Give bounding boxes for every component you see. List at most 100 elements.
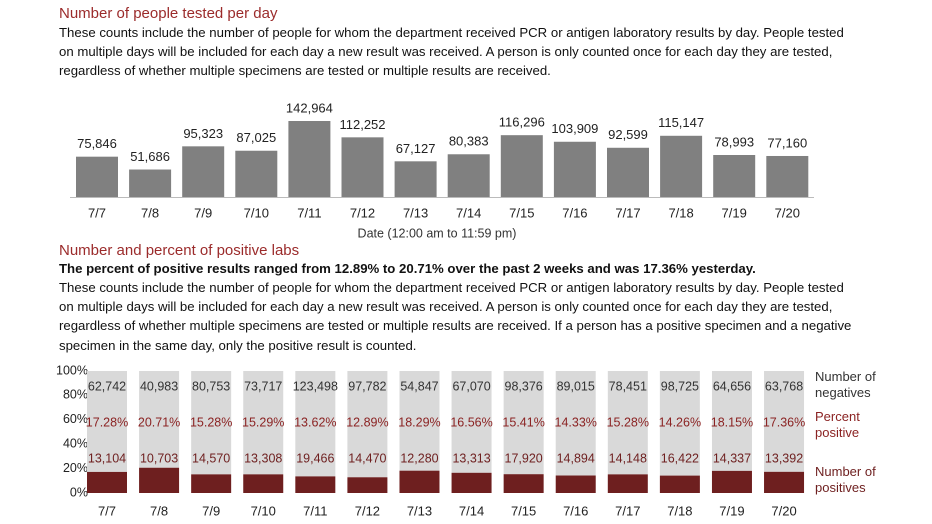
- x-tick-label: 7/10: [251, 503, 276, 518]
- data-label: 15.29%: [242, 415, 284, 429]
- bar-segment: [503, 474, 544, 493]
- bar-segment: [139, 371, 180, 468]
- data-label: 15.28%: [190, 415, 232, 429]
- bar-segment: [764, 471, 805, 493]
- data-label: 112,252: [339, 117, 385, 132]
- y-tick-label: 40%: [63, 436, 88, 450]
- data-label: 116,296: [499, 115, 545, 130]
- data-label: 16.56%: [450, 415, 492, 429]
- bar-segment: [347, 477, 388, 493]
- chart-title: Number and percent of positive labs: [59, 242, 300, 259]
- data-label: 14,894: [557, 451, 595, 465]
- data-label: 78,993: [714, 134, 754, 149]
- data-label: 14,470: [348, 451, 386, 465]
- x-tick-label: 7/16: [563, 503, 588, 518]
- data-label: 63,768: [765, 379, 803, 393]
- data-label: 16,422: [661, 451, 699, 465]
- bar-segment: [659, 475, 700, 493]
- bar-segment: [711, 371, 752, 471]
- data-label: 87,025: [236, 130, 276, 145]
- data-label: 89,015: [557, 379, 595, 393]
- y-tick-label: 100%: [56, 363, 88, 377]
- x-tick-label: 7/7: [88, 205, 106, 220]
- data-label: 123,498: [293, 379, 338, 393]
- x-tick-label: 7/13: [407, 503, 432, 518]
- bar-segment: [399, 371, 440, 471]
- data-label: 13,308: [244, 451, 282, 465]
- bar-segment: [191, 371, 232, 475]
- data-label: 13.62%: [294, 415, 336, 429]
- bar-segment: [764, 371, 805, 472]
- data-label: 54,847: [400, 379, 438, 393]
- legend-label: Number of negatives: [815, 369, 876, 400]
- bar-segment: [607, 371, 648, 475]
- x-tick-label: 7/12: [355, 503, 380, 518]
- legend-label: Percent positive: [815, 409, 860, 440]
- data-label: 18.29%: [398, 415, 440, 429]
- data-label: 95,323: [183, 126, 223, 141]
- data-label: 97,782: [348, 379, 386, 393]
- x-tick-label: 7/7: [98, 503, 116, 518]
- bar: [394, 161, 437, 197]
- data-label: 18.15%: [711, 415, 753, 429]
- bar-segment: [503, 371, 544, 475]
- data-label: 14.33%: [555, 415, 597, 429]
- data-label: 51,686: [130, 149, 170, 164]
- legend-label: Number of positives: [815, 464, 876, 495]
- x-tick-label: 7/20: [775, 205, 800, 220]
- bar-segment: [399, 470, 440, 493]
- x-axis-title: Date (12:00 am to 11:59 pm): [358, 226, 517, 240]
- data-label: 75,846: [77, 136, 117, 151]
- bar-segment: [659, 371, 700, 476]
- bar-segment: [347, 371, 388, 478]
- bar-segment: [295, 476, 336, 493]
- data-label: 80,753: [192, 379, 230, 393]
- bar: [235, 150, 278, 197]
- x-tick-label: 7/11: [303, 503, 327, 518]
- bar-segment: [555, 371, 596, 476]
- bar-segment: [243, 474, 284, 493]
- bar: [447, 154, 490, 197]
- bar: [182, 146, 225, 197]
- bar: [766, 155, 809, 197]
- chart-highlight: The percent of positive results ranged f…: [59, 261, 756, 276]
- y-tick-label: 0%: [70, 485, 88, 499]
- data-label: 20.71%: [138, 415, 180, 429]
- data-label: 103,909: [551, 121, 598, 136]
- bar: [76, 156, 118, 197]
- data-label: 67,127: [396, 141, 436, 156]
- data-label: 98,376: [505, 379, 543, 393]
- y-tick-label: 60%: [63, 412, 88, 426]
- data-label: 17,920: [505, 451, 543, 465]
- data-label: 13,392: [765, 451, 803, 465]
- data-label: 67,070: [452, 379, 490, 393]
- bar: [341, 137, 384, 197]
- data-label: 17.28%: [86, 415, 128, 429]
- x-tick-label: 7/19: [722, 205, 747, 220]
- data-label: 98,725: [661, 379, 699, 393]
- x-tick-label: 7/20: [771, 503, 796, 518]
- data-label: 64,656: [713, 379, 751, 393]
- data-label: 19,466: [296, 451, 334, 465]
- data-label: 14.26%: [659, 415, 701, 429]
- bar-segment: [243, 371, 284, 475]
- x-tick-label: 7/13: [403, 205, 428, 220]
- x-tick-label: 7/9: [202, 503, 220, 518]
- x-tick-label: 7/17: [615, 205, 640, 220]
- bar: [553, 141, 596, 197]
- x-tick-label: 7/19: [719, 503, 744, 518]
- data-label: 14,337: [713, 451, 751, 465]
- bar: [288, 121, 331, 197]
- data-label: 40,983: [140, 379, 178, 393]
- x-tick-label: 7/10: [244, 205, 269, 220]
- bar-segment: [607, 474, 648, 493]
- bar: [129, 169, 172, 197]
- bar-segment: [191, 474, 232, 493]
- x-tick-label: 7/14: [456, 205, 481, 220]
- bar-segment: [555, 475, 596, 493]
- data-label: 62,742: [88, 379, 126, 393]
- data-label: 73,717: [244, 379, 282, 393]
- y-tick-label: 80%: [63, 388, 88, 402]
